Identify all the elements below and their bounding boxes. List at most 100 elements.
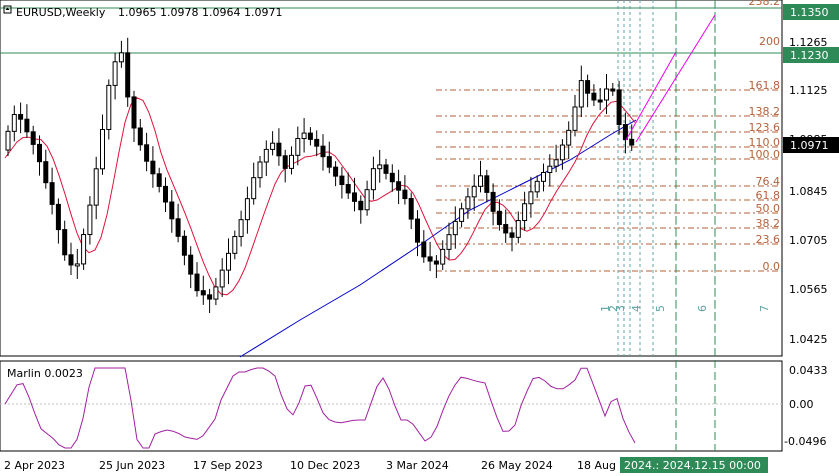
candle [30, 125, 36, 155]
fibonacci-time-zones[interactable] [617, 0, 716, 356]
candle [496, 199, 502, 231]
moving-average-red [4, 97, 636, 296]
candle [358, 195, 364, 224]
candle [24, 104, 30, 138]
candle [326, 141, 332, 174]
candle [175, 203, 181, 243]
candle [144, 132, 150, 172]
candle [591, 84, 597, 106]
ohlc-values: 1.0965 1.0978 1.0964 1.0971 [118, 6, 282, 19]
candle [585, 74, 591, 108]
candle [100, 114, 105, 175]
candle [226, 238, 231, 285]
date-label: 10 Dec 2023 [290, 459, 360, 472]
candle [150, 146, 156, 188]
date-label: 3 Mar 2024 [386, 459, 449, 472]
candle [314, 130, 320, 157]
candle [87, 196, 93, 245]
fib-level-label: 238.2 [749, 0, 781, 8]
fib-level-label: 38.2 [756, 217, 781, 230]
candle [509, 226, 515, 252]
price-badge-text: 1.1350 [790, 6, 829, 19]
candle [377, 149, 383, 183]
candle [408, 192, 414, 230]
time-axis: 2 Apr 2023 25 Jun 2023 17 Sep 2023 10 De… [4, 457, 768, 473]
current-price-badge [783, 137, 839, 153]
candle [137, 119, 143, 151]
moving-average-blue [239, 119, 637, 358]
candle [219, 258, 225, 297]
candle [345, 172, 351, 199]
candle [522, 191, 528, 231]
candle [402, 175, 408, 205]
candle [131, 90, 137, 142]
candle [396, 169, 402, 205]
candle [181, 230, 187, 266]
candle [74, 248, 80, 279]
candle [37, 135, 42, 176]
candle [471, 174, 477, 211]
candle [112, 52, 118, 100]
candle [307, 127, 313, 146]
date-label: 2 Apr 2023 [4, 459, 65, 472]
candlesticks [5, 37, 635, 314]
candle [295, 126, 301, 166]
candle [459, 202, 465, 228]
time-zone-label: 2 [607, 305, 620, 312]
candle [478, 160, 483, 193]
candle [68, 242, 74, 275]
candle [270, 131, 276, 156]
candle [622, 112, 628, 154]
price-label: 1.1265 [789, 36, 828, 49]
symbol-header: EURUSD,Weekly 1.0965 1.0978 1.0964 1.097… [3, 5, 282, 19]
fib-level-label: 200 [759, 35, 780, 48]
candle [433, 255, 439, 279]
date-label: 17 Sep 2023 [193, 459, 263, 472]
candle [289, 146, 294, 175]
candle [5, 125, 11, 156]
candle [446, 222, 452, 260]
candle [604, 74, 609, 114]
candle [534, 175, 540, 198]
candle [383, 158, 389, 180]
price-label: 1.0565 [789, 283, 828, 296]
candle [553, 144, 559, 173]
candle [528, 176, 534, 218]
trend-line-lower[interactable] [625, 51, 677, 141]
time-zone-labels: 123 4 5 6 7 [599, 305, 771, 312]
candle [503, 209, 509, 243]
current-price-text: 1.0971 [790, 139, 829, 152]
trend-line-upper[interactable] [635, 14, 716, 143]
candle [43, 149, 49, 189]
fib-level-label: 161.8 [749, 79, 781, 92]
time-zone-label: 5 [654, 305, 667, 312]
candle [163, 177, 168, 212]
price-label: 1.0845 [789, 185, 828, 198]
fib-level-label: 61.8 [756, 189, 781, 202]
price-axis: 1.1265 1.1125 1.0985 1.0845 1.0705 1.056… [783, 4, 839, 346]
candle [194, 262, 200, 297]
candle [282, 149, 288, 183]
indicator-axis-label: 0.0433 [789, 364, 828, 377]
date-label: 25 Jun 2023 [99, 459, 165, 472]
candle [320, 134, 326, 171]
indicator-label: Marlin 0.0023 [7, 367, 83, 380]
date-label: 18 Aug [577, 459, 616, 472]
candle [11, 105, 17, 142]
candle [251, 162, 257, 205]
candle [389, 164, 395, 192]
candle [339, 167, 345, 199]
fib-level-label: 138.2 [749, 105, 781, 118]
date-label: 26 May 2024 [481, 459, 553, 472]
candle [452, 206, 458, 249]
candle [200, 275, 206, 305]
candle [169, 190, 175, 233]
fib-level-label: 23.6 [756, 233, 781, 246]
indicator-axis: 0.0433 0.00 -0.0496 [784, 364, 828, 448]
candle [333, 161, 339, 187]
candle [415, 210, 420, 257]
candle [81, 228, 87, 270]
candle [125, 37, 131, 107]
candle [93, 156, 99, 220]
